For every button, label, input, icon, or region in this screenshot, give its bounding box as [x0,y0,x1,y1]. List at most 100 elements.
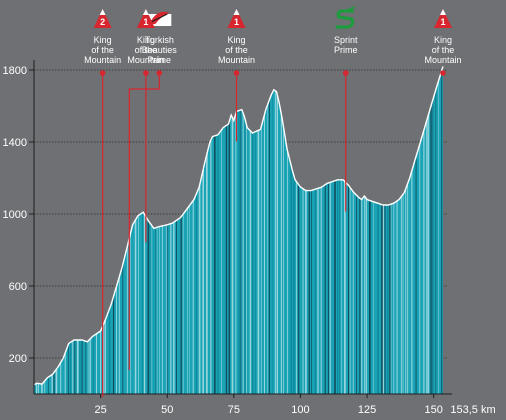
marker-dot [99,70,106,76]
elevation-stripe [87,66,89,394]
x-axis-ticks: 25 50 75 100 125 150 [94,394,443,416]
elevation-stripe [361,66,363,394]
elevation-stripe [51,66,53,394]
elevation-stripe [151,66,153,394]
elevation-stripes [36,66,443,394]
elevation-stripe [217,66,219,394]
elevation-stripe [280,66,282,394]
elevation-stripe [147,66,150,394]
marker-dot [156,70,163,76]
elevation-stripe [428,66,430,394]
y-tick-label: 1800 [3,65,27,77]
elevation-stripe [402,66,404,394]
mountain-icon-shape [93,9,112,28]
elevation-stripe [334,66,336,394]
mountain-icon: 2 [93,9,112,28]
elevation-stripe [396,66,398,394]
elevation-stripe [118,66,120,394]
marker-label: Mountain [218,55,255,65]
elevation-stripe [228,66,230,394]
elevation-stripe [327,66,329,394]
elevation-stripe [143,66,146,394]
elevation-stripe [235,66,237,394]
elevation-stripe [384,66,386,394]
elevation-stripe [231,66,234,394]
elevation-stripe [187,66,188,394]
x-tick-label: 50 [161,404,173,416]
elevation-stripe [55,66,58,394]
marker-label: Prime [148,55,172,65]
elevation-stripe [246,66,247,394]
mountain-icon-badge: 1 [440,17,445,27]
elevation-stripe [170,66,172,394]
y-tick-label: 1400 [3,137,27,149]
elevation-stripe [359,66,361,394]
elevation-stripe [126,66,128,394]
elevation-stripe [283,66,284,394]
elevation-stripe [426,66,428,394]
elevation-stripe [210,66,212,394]
elevation-stripe [249,66,252,394]
elevation-stripe [195,66,197,394]
elevation-stripe [267,66,268,394]
mountain-icon-snowcap [142,9,149,15]
elevation-stripe [393,66,395,394]
mountain-icon-shape [434,9,452,28]
elevation-stripe [108,66,111,394]
elevation-stripe [159,66,160,394]
elevation-stripe [305,66,307,394]
marker-label: Mountain [84,55,121,65]
elevation-stripe [104,66,106,394]
elevation-stripe [252,66,254,394]
elevation-stripe [44,66,46,394]
elevation-stripe [161,66,163,394]
elevation-stripe [202,66,204,394]
marker-label: King [227,35,245,45]
elevation-stripe [192,66,194,394]
mountain-icon-badge: 1 [234,17,239,27]
turkish-beauties-icon-stroke [151,13,168,23]
elevation-stripe [320,66,322,394]
marker-label: King [137,35,155,45]
elevation-stripe [387,66,389,394]
elevation-stripe [377,66,379,394]
marker-dot [143,70,149,76]
marker-label: of the [225,45,248,55]
elevation-stripe [314,66,316,394]
elevation-stripe [149,66,151,394]
elevation-stripe [60,66,62,394]
y-tick-label: 1000 [3,209,27,221]
x-axis-unit-label: 153,5 km [450,404,495,416]
mountain-icon: 1 [136,9,155,28]
elevation-stripe [154,66,157,394]
elevation-line [33,66,444,386]
elevation-stripe [382,66,384,394]
elevation-stripe [67,66,69,394]
marker-dot [440,70,446,76]
elevation-stripe [369,66,371,394]
elevation-stripe [432,66,434,394]
elevation-stripe [260,66,262,394]
elevation-stripe [438,66,439,394]
elevation-stripe [400,66,402,394]
elevation-stripe [308,66,310,394]
sprint-icon-shape [335,9,355,29]
elevation-stripe [366,66,367,394]
elevation-stripe [81,66,83,394]
x-tick-label: 75 [228,404,240,416]
elevation-stripe [349,66,351,394]
mountain-icon-snowcap [233,9,240,15]
mountain-icon-shape [136,9,155,28]
elevation-stripe [390,66,392,394]
axes [33,60,452,395]
marker-label: of the [91,45,114,55]
mountain-icon-snowcap [440,9,446,15]
elevation-stripe [182,66,184,394]
elevation-stripe [364,66,366,394]
sprint-icon-flag [347,6,356,11]
